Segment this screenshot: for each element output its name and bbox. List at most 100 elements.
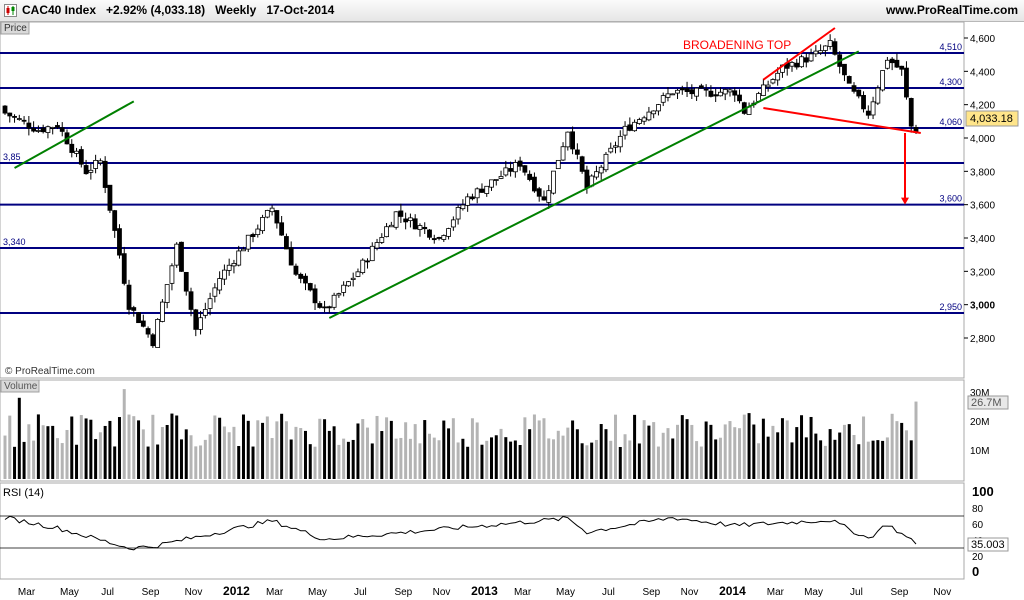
candle-body <box>260 217 265 232</box>
volume-bar <box>485 440 489 479</box>
candle-body <box>889 58 895 64</box>
candle-body <box>379 237 385 243</box>
volume-bar <box>671 438 675 479</box>
candle-body <box>708 90 714 97</box>
candle-body <box>722 89 728 95</box>
volume-bar <box>676 424 680 479</box>
volume-bar <box>714 439 718 479</box>
rsi-series <box>0 515 964 551</box>
volume-bar <box>652 422 656 479</box>
candle-body <box>59 127 65 132</box>
volume-bars <box>3 389 918 479</box>
candle-body <box>446 228 451 237</box>
volume-bar <box>184 429 188 479</box>
candle-body <box>765 84 771 88</box>
volume-bar <box>823 445 827 479</box>
volume-bar <box>227 432 231 479</box>
candle-body <box>546 190 552 203</box>
x-axis-label: Jul <box>850 587 863 598</box>
candle-body <box>861 95 866 110</box>
candle-body <box>422 226 428 230</box>
volume-bar <box>528 429 532 479</box>
volume-bar <box>780 418 784 479</box>
volume-bar <box>413 424 417 479</box>
candle-body <box>651 110 657 115</box>
volume-bar <box>237 446 241 479</box>
volume-bar <box>914 401 918 479</box>
volume-bar <box>36 414 40 479</box>
volume-bar <box>365 427 369 479</box>
volume-bar <box>179 439 183 479</box>
site-url: www.ProRealTime.com <box>885 3 1018 17</box>
volume-axis-label: 10M <box>970 446 989 457</box>
price-axis-label: 3,200 <box>970 267 995 278</box>
candle-body <box>689 89 695 95</box>
volume-bar <box>885 437 889 479</box>
volume-bar <box>628 440 632 479</box>
volume-bar <box>513 440 517 479</box>
candle-body <box>236 250 242 266</box>
candle-body <box>455 207 461 220</box>
candle-body <box>264 210 270 218</box>
candle-body <box>388 224 394 228</box>
candle-body <box>684 88 690 92</box>
volume-bar <box>175 415 179 479</box>
candle-body <box>169 265 175 284</box>
candle-body <box>551 170 556 194</box>
volume-bar <box>132 416 136 479</box>
volume-bar <box>656 446 660 479</box>
volume-bar <box>871 440 875 479</box>
volume-bar <box>98 432 102 479</box>
volume-bar <box>323 419 327 479</box>
volume-tag: 26.7M <box>971 397 1002 409</box>
candle-body <box>904 67 909 98</box>
candle-body <box>536 188 542 197</box>
volume-bar <box>156 444 160 479</box>
candle-body <box>279 222 285 236</box>
volume-bar <box>55 438 59 479</box>
x-axis-label: Sep <box>142 587 160 598</box>
candle-body <box>35 130 41 132</box>
candle-body <box>827 40 833 47</box>
candle-body <box>508 168 513 172</box>
x-axis-label: Jul <box>602 587 615 598</box>
candle-body <box>813 50 819 55</box>
volume-bar <box>261 422 265 479</box>
volume-bar <box>618 446 622 479</box>
x-axis-label: May <box>308 587 327 598</box>
candle-body <box>622 125 628 136</box>
candle-body <box>818 50 824 54</box>
candle-body <box>88 169 94 173</box>
candle-body <box>188 291 194 310</box>
candle-body <box>255 228 261 235</box>
chart-canvas: 4,510 4,300 4,060 3,85 3,600 3,340 2,950 4,600… <box>0 21 1019 598</box>
candle-body <box>350 277 356 280</box>
volume-bar <box>532 414 536 479</box>
candle-body <box>594 171 599 178</box>
volume-bar <box>385 417 389 479</box>
candle-body <box>398 210 404 217</box>
volume-bar <box>222 426 226 479</box>
volume-bar <box>313 446 317 479</box>
level-label: 4,510 <box>939 42 962 52</box>
last-price: (4,033.18) <box>150 3 206 17</box>
volume-bar <box>246 420 250 479</box>
candle-body <box>202 309 208 316</box>
volume-bar <box>499 428 503 479</box>
volume-bar <box>356 423 360 479</box>
volume-bar <box>504 437 508 479</box>
volume-bar <box>370 443 374 479</box>
volume-bar <box>165 424 169 479</box>
volume-bar <box>427 433 431 479</box>
volume-bar <box>490 437 494 479</box>
candle-body <box>93 159 99 169</box>
candle-body <box>822 45 828 51</box>
candle-body <box>417 225 423 230</box>
volume-tag-box <box>967 395 1009 410</box>
candle-body <box>274 210 280 224</box>
candle-body <box>45 126 51 133</box>
volume-bar <box>571 420 575 479</box>
volume-bar <box>342 438 346 479</box>
candle-body <box>617 135 623 148</box>
volume-bar <box>8 415 12 479</box>
